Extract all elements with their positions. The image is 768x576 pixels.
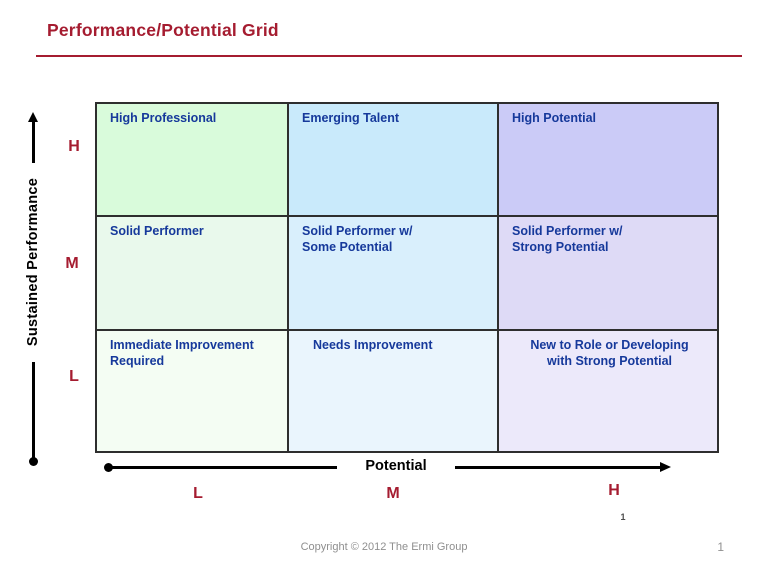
y-axis-arrow-up-icon <box>27 112 38 122</box>
title-divider <box>36 55 742 57</box>
cell-label: High Professional <box>110 111 217 125</box>
copyright-text: Copyright © 2012 The Ermi Group <box>300 541 468 553</box>
y-axis-line-top <box>32 121 35 163</box>
cell-label: New to Role or Developing with Strong Po… <box>530 338 689 368</box>
cell-label: Solid Performer <box>110 224 204 238</box>
grid-cell-needs-improvement: Needs Improvement <box>289 331 499 451</box>
grid-cell-emerging-talent: Emerging Talent <box>289 104 499 217</box>
x-axis-origin-dot-icon <box>104 463 113 472</box>
x-tick-medium: M <box>386 485 400 502</box>
cell-label: High Potential <box>512 111 597 125</box>
x-tick-high: H <box>608 482 620 499</box>
grid-cell-solid-performer: Solid Performer <box>97 217 289 331</box>
x-axis-line-left <box>110 466 337 469</box>
grid-cell-high-potential: High Potential <box>499 104 717 217</box>
y-tick-high: H <box>68 138 80 155</box>
x-axis-title: Potential <box>365 458 427 474</box>
y-tick-medium: M <box>65 255 79 272</box>
x-axis-line-right <box>455 466 662 469</box>
cell-label: Emerging Talent <box>302 111 400 125</box>
cell-label: Solid Performer w/ Strong Potential <box>512 224 623 254</box>
y-axis-title: Sustained Performance <box>25 177 41 347</box>
performance-potential-grid: High Professional Emerging Talent High P… <box>95 102 719 453</box>
grid-cell-solid-performer-strong-potential: Solid Performer w/ Strong Potential <box>499 217 717 331</box>
page-number: 1 <box>717 540 724 554</box>
x-axis-arrow-right-icon <box>660 461 671 472</box>
grid-cell-high-professional: High Professional <box>97 104 289 217</box>
grid-cell-solid-performer-some-potential: Solid Performer w/ Some Potential <box>289 217 499 331</box>
y-tick-low: L <box>69 368 79 385</box>
x-tick-low: L <box>193 485 203 502</box>
grid-cell-immediate-improvement-required: Immediate Improvement Required <box>97 331 289 451</box>
grid-cell-new-to-role: New to Role or Developing with Strong Po… <box>499 331 717 451</box>
page-title: Performance/Potential Grid <box>47 20 279 40</box>
stray-footnote-mark: 1 <box>620 512 626 522</box>
y-axis-line-bottom <box>32 362 35 458</box>
y-axis-origin-dot-icon <box>28 457 38 466</box>
cell-label: Needs Improvement <box>313 338 433 352</box>
cell-label: Solid Performer w/ Some Potential <box>302 224 413 254</box>
cell-label: Immediate Improvement Required <box>110 338 254 368</box>
